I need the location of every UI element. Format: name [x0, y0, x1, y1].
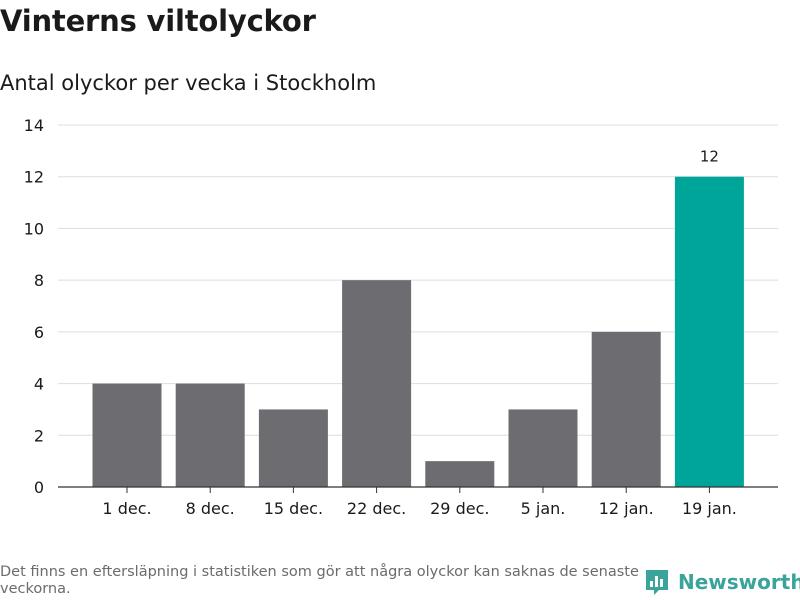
data-label: 12	[700, 148, 719, 166]
footnote: Det finns en eftersläpning i statistiken…	[0, 564, 639, 597]
newsworthy-logo-icon	[646, 570, 668, 595]
bar[interactable]	[92, 383, 162, 487]
y-tick-label: 4	[34, 375, 44, 394]
bars	[92, 176, 744, 487]
x-tick-label: 22 dec.	[347, 499, 406, 518]
y-tick-label: 8	[34, 271, 44, 290]
y-tick-label: 6	[34, 323, 44, 342]
chart-subtitle: Antal olyckor per vecka i Stockholm	[0, 71, 377, 95]
y-tick-label: 12	[24, 168, 44, 187]
bar-chart: 0 2 4 6 8 10 12 14 1 dec. 8 dec. 15 dec. 22 dec. 29…	[24, 116, 778, 518]
y-tick-label: 2	[34, 426, 44, 445]
data-labels: 12	[700, 148, 719, 166]
x-tick-label: 5 jan.	[521, 499, 566, 518]
x-tick-label: 1 dec.	[102, 499, 151, 518]
x-tick-label: 8 dec.	[186, 499, 235, 518]
bar[interactable]	[591, 331, 661, 487]
gridlines	[58, 124, 778, 436]
bar[interactable]	[674, 176, 744, 487]
x-tick-label: 29 dec.	[430, 499, 489, 518]
bar[interactable]	[342, 280, 412, 487]
bar[interactable]	[425, 461, 495, 487]
x-tick-label: 15 dec.	[264, 499, 323, 518]
bar[interactable]	[258, 409, 328, 487]
x-tick-label: 19 jan.	[682, 499, 737, 518]
x-tick-label: 12 jan.	[599, 499, 654, 518]
y-tick-label: 14	[24, 116, 44, 135]
brand-logo[interactable]: Newsworthy	[644, 568, 800, 596]
bar[interactable]	[508, 409, 578, 487]
brand-name: Newsworthy	[678, 570, 800, 594]
y-axis-ticks: 0 2 4 6 8 10 12 14	[24, 116, 44, 497]
y-tick-label: 10	[24, 219, 44, 238]
x-axis-ticks: 1 dec. 8 dec. 15 dec. 22 dec. 29 dec. 5 jan. 1…	[58, 486, 778, 518]
chart-title: Vinterns viltolyckor	[0, 4, 316, 38]
y-tick-label: 0	[34, 478, 44, 497]
bar[interactable]	[175, 383, 245, 487]
